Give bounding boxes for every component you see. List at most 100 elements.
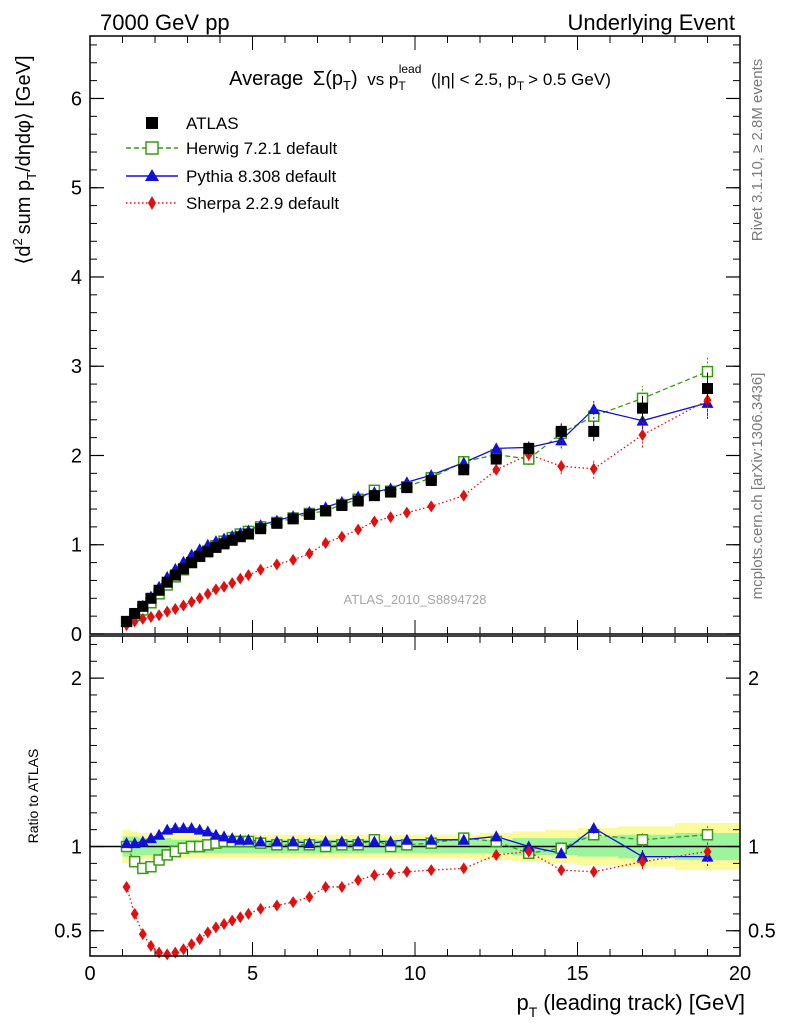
main-point-sherpa xyxy=(386,511,395,524)
main-y-tick-label: 1 xyxy=(71,535,82,557)
ratio-point-sherpa xyxy=(195,933,204,946)
ratio-point-pythia xyxy=(193,823,206,835)
main-point-sherpa xyxy=(337,530,346,543)
ratio-point-pythia xyxy=(457,833,470,845)
ratio-point-sherpa xyxy=(386,867,395,880)
main-point-atlas xyxy=(401,482,413,494)
ratio-point-pythia xyxy=(185,822,198,833)
main-point-sherpa xyxy=(179,599,188,612)
main-point-sherpa xyxy=(492,463,501,476)
ratio-point-sherpa xyxy=(427,864,436,877)
ratio-point-sherpa xyxy=(244,907,253,920)
main-point-atlas xyxy=(161,576,173,588)
ratio-point-sherpa xyxy=(122,880,131,893)
ratio-point-sherpa xyxy=(589,865,598,878)
main-point-sherpa xyxy=(638,428,647,441)
legend-marker-sherpa xyxy=(148,196,156,210)
ratio-point-pythia xyxy=(384,835,397,847)
ratio-point-sherpa xyxy=(155,946,164,959)
ratio-point-sherpa xyxy=(370,869,379,882)
main-point-sherpa xyxy=(138,612,147,625)
main-point-atlas xyxy=(425,474,437,486)
main-point-atlas xyxy=(555,425,567,437)
main-point-atlas xyxy=(145,592,157,604)
main-point-sherpa xyxy=(321,536,330,549)
ratio-point-sherpa xyxy=(321,880,330,893)
rivet-label: Rivet 3.1.10, ≥ 2.8M events xyxy=(749,59,766,242)
main-point-atlas xyxy=(234,531,246,543)
legend-label-herwig: Herwig 7.2.1 default xyxy=(186,139,337,158)
energy-label: 7000 GeV pp xyxy=(100,10,230,35)
ratio-y-tick-label-right: 1 xyxy=(748,837,759,859)
ratio-y-tick-label: 1 xyxy=(71,837,82,859)
ratio-y-tick-label: 2 xyxy=(71,668,82,690)
legend-label-sherpa: Sherpa 2.2.9 default xyxy=(186,194,339,213)
main-point-atlas xyxy=(368,490,380,502)
main-point-sherpa xyxy=(256,563,265,576)
main-point-sherpa xyxy=(163,605,172,618)
main-point-sherpa xyxy=(203,587,212,600)
ratio-point-pythia xyxy=(319,835,332,847)
x-tick-label: 10 xyxy=(404,963,426,985)
main-point-sherpa xyxy=(236,572,245,585)
main-point-atlas xyxy=(637,402,648,414)
main-point-atlas xyxy=(490,453,502,465)
ratio-point-herwig xyxy=(128,855,141,868)
x-tick-label: 5 xyxy=(247,963,258,985)
legend-entry-sherpa: Sherpa 2.2.9 default xyxy=(126,194,339,213)
ratio-point-pythia xyxy=(287,835,300,847)
ratio-point-pythia xyxy=(335,835,348,847)
x-axis-label: pT (leading track) [GeV] xyxy=(516,990,745,1020)
ratio-point-pythia xyxy=(555,847,568,859)
main-point-sherpa xyxy=(211,583,220,596)
main-point-sherpa xyxy=(305,547,314,560)
main-point-sherpa xyxy=(289,553,298,566)
ratio-point-pythia xyxy=(209,828,222,840)
ratio-point-sherpa xyxy=(557,864,566,877)
ratio-point-sherpa xyxy=(354,874,363,887)
main-y-tick-label: 0 xyxy=(71,624,82,646)
ratio-point-pythia xyxy=(270,835,283,847)
ratio-point-pythia xyxy=(242,833,255,845)
ratio-point-sherpa xyxy=(236,911,245,924)
ratio-point-pythia xyxy=(368,835,381,847)
main-point-sherpa xyxy=(155,609,164,622)
main-point-atlas xyxy=(177,563,189,575)
main-point-atlas xyxy=(287,513,299,525)
main-point-sherpa xyxy=(427,500,436,513)
legend-entry-herwig: Herwig 7.2.1 default xyxy=(126,139,337,158)
main-point-atlas xyxy=(523,442,535,454)
ratio-point-herwig xyxy=(636,834,649,846)
main-point-atlas xyxy=(242,528,254,540)
main-point-atlas xyxy=(588,425,600,437)
legend: ATLAS Herwig 7.2.1 default Pythia 8.308 … xyxy=(126,114,339,213)
x-tick-label: 0 xyxy=(84,963,95,985)
ratio-panel: 0.5 0.51 12 20 5 10 15 20 Ratio to ATLAS pT (lea… xyxy=(25,635,776,1020)
main-point-pythia xyxy=(490,442,503,454)
main-point-atlas xyxy=(336,499,348,511)
ratio-point-pythia xyxy=(226,832,239,844)
legend-entry-pythia: Pythia 8.308 default xyxy=(126,167,337,186)
ratio-point-herwig xyxy=(701,828,714,841)
main-y-tick-label: 2 xyxy=(71,445,82,467)
ratio-y-tick-label: 0.5 xyxy=(54,921,82,943)
ratio-point-sherpa xyxy=(187,938,196,951)
main-point-sherpa xyxy=(146,611,155,624)
process-label: Underlying Event xyxy=(567,10,735,35)
ratio-point-sherpa xyxy=(146,939,155,952)
ratio-point-sherpa xyxy=(228,914,237,927)
main-point-atlas xyxy=(121,616,133,628)
main-y-axis-label: ⟨d2sum pT/dηdφ⟩ [GeV] xyxy=(10,56,39,265)
main-point-atlas xyxy=(320,505,332,517)
ratio-point-pythia xyxy=(169,822,182,833)
main-point-atlas xyxy=(202,546,214,558)
mcplots-label: mcplots.cern.ch [arXiv:1306.3436] xyxy=(749,373,766,600)
ratio-point-pythia xyxy=(120,837,133,849)
ratio-y-tick-label-right: 2 xyxy=(748,668,759,690)
main-y-tick-label: 5 xyxy=(71,178,82,200)
main-y-tick-label: 6 xyxy=(71,88,82,110)
ratio-point-sherpa xyxy=(272,899,281,912)
main-point-atlas xyxy=(186,557,198,569)
ratio-point-pythia xyxy=(303,837,316,849)
